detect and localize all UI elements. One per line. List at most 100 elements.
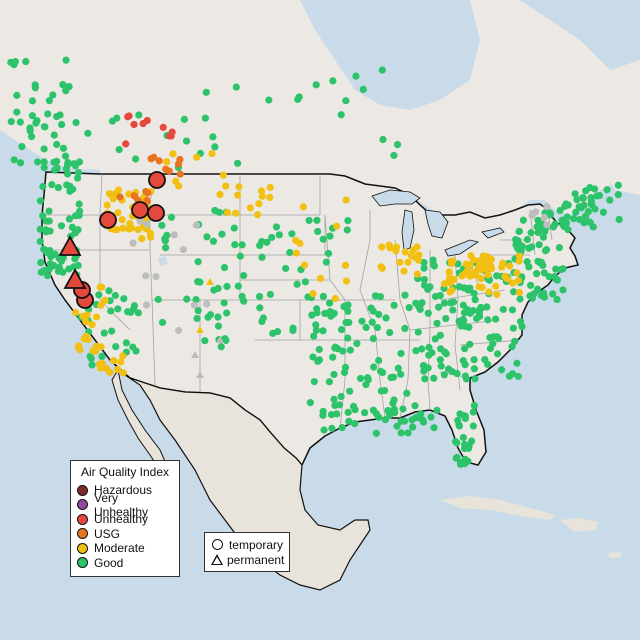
- legend-label: Unhealthy: [94, 512, 149, 527]
- monitor-dot: [39, 212, 47, 220]
- monitor-dot: [37, 268, 45, 276]
- monitor-dot: [571, 190, 579, 198]
- monitor-dot: [125, 225, 133, 233]
- monitor-dot: [493, 290, 501, 299]
- monitor-dot: [203, 300, 211, 308]
- monitor-dot: [603, 186, 611, 194]
- monitor-dot: [475, 257, 483, 265]
- monitor-dot: [556, 206, 564, 215]
- monitor-dot: [466, 309, 474, 317]
- monitor-dot: [286, 248, 294, 257]
- monitor-dot: [170, 231, 178, 239]
- monitor-dot: [13, 108, 21, 116]
- monitor-dot: [296, 239, 304, 248]
- monitor-dot: [142, 301, 151, 309]
- unhealthy-temporary-marker: [99, 211, 117, 229]
- monitor-dot: [606, 196, 614, 204]
- monitor-dot: [501, 272, 509, 280]
- monitor-dot: [420, 275, 428, 284]
- monitor-dot: [468, 437, 476, 445]
- monitor-dot: [54, 183, 62, 192]
- monitor-dot: [461, 361, 469, 369]
- monitor-dot: [418, 345, 426, 353]
- monitor-dot: [405, 304, 413, 312]
- monitor-dot: [288, 230, 296, 238]
- monitor-dot: [266, 193, 274, 202]
- monitor-dot: [514, 277, 522, 285]
- good-swatch: [77, 557, 88, 569]
- monitor-dot: [528, 243, 536, 251]
- monitor-dot: [92, 313, 101, 321]
- monitor-dot: [437, 345, 445, 353]
- monitor-dot: [356, 374, 365, 383]
- monitor-dot: [88, 321, 96, 329]
- monitor-dot: [404, 258, 412, 266]
- monitor-dot: [346, 346, 354, 354]
- monitor-dot: [328, 424, 336, 432]
- monitor-dot: [196, 278, 204, 286]
- monitor-dot: [266, 183, 274, 192]
- monitor-dot: [299, 203, 307, 211]
- monitor-dot: [487, 262, 495, 270]
- monitor-dot: [325, 299, 334, 307]
- monitor-type-legend: temporary permanent: [204, 532, 290, 572]
- monitor-dot: [220, 299, 228, 307]
- monitor-dot: [40, 123, 49, 131]
- monitor-dot: [376, 293, 385, 301]
- monitor-dot: [232, 209, 240, 217]
- monitor-dot: [329, 353, 337, 361]
- monitor-dot: [470, 289, 478, 298]
- monitor-dot: [470, 401, 478, 410]
- monitor-dot: [389, 373, 398, 381]
- monitor-dot: [40, 145, 48, 153]
- very-unhealthy-swatch: [77, 499, 88, 511]
- monitor-dot: [462, 375, 470, 383]
- monitor-dot: [508, 279, 517, 287]
- monitor-dot: [218, 230, 226, 238]
- monitor-dot: [130, 120, 138, 129]
- legend-label: USG: [94, 526, 121, 541]
- monitor-dot: [201, 114, 209, 122]
- lake-michigan: [401, 209, 415, 251]
- monitor-dot: [112, 343, 120, 351]
- monitor-dot: [404, 429, 412, 437]
- monitor-dot: [549, 223, 558, 231]
- unhealthy-permanent-marker: [58, 235, 82, 256]
- lake-superior: [371, 189, 421, 207]
- monitor-dot: [155, 157, 163, 165]
- monitor-dot: [519, 216, 527, 224]
- monitor-dot: [236, 252, 244, 260]
- monitor-dot: [437, 362, 445, 370]
- monitor-dot: [381, 416, 389, 424]
- monitor-dot: [16, 159, 25, 167]
- monitor-dot: [300, 261, 309, 269]
- monitor-dot: [322, 258, 330, 266]
- monitor-dot: [515, 252, 524, 260]
- monitor-dot: [314, 357, 322, 365]
- monitor-dot: [152, 272, 160, 281]
- state-borders: [42, 173, 553, 429]
- monitor-dot: [587, 197, 595, 205]
- monitor-dot: [559, 265, 567, 273]
- monitor-dot: [223, 309, 231, 317]
- monitor-dot: [215, 208, 223, 216]
- monitor-dot: [209, 133, 217, 141]
- monitor-dot: [36, 225, 44, 233]
- monitor-dot: [433, 319, 441, 327]
- monitor-dot: [344, 334, 352, 342]
- hudson-bay: [300, 0, 480, 110]
- monitor-dot: [61, 152, 70, 160]
- monitor-dot: [161, 237, 169, 245]
- monitor-dot: [372, 410, 381, 418]
- monitor-dot: [462, 260, 470, 268]
- monitor-dot: [33, 158, 42, 166]
- monitor-dot: [469, 408, 477, 416]
- monitor-dot: [499, 305, 507, 314]
- monitor-dot: [265, 96, 273, 104]
- monitor-dot: [259, 314, 267, 322]
- monitor-dot: [122, 339, 130, 347]
- mexico-landmass: [109, 359, 371, 591]
- monitor-dot: [203, 233, 211, 241]
- monitor-dot: [115, 146, 123, 154]
- monitor-dot: [400, 267, 408, 275]
